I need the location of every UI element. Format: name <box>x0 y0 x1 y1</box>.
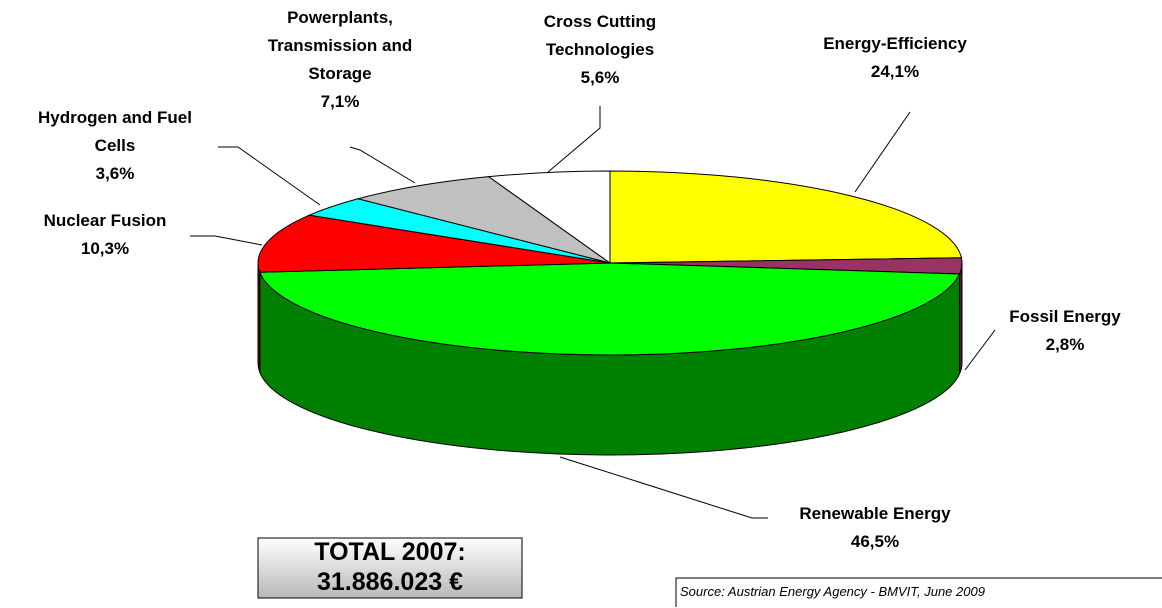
category-name: Powerplants, Transmission and Storage <box>267 8 413 83</box>
leader-line <box>559 456 768 519</box>
slice-label: Renewable Energy 46,5% <box>765 500 985 556</box>
total-value: 31.886.023 € <box>317 568 463 596</box>
slice <box>257 214 611 273</box>
slice <box>487 170 611 264</box>
slice-label: Fossil Energy 2,8% <box>965 303 1162 359</box>
slice-label: Energy-Efficiency 24,1% <box>795 30 995 86</box>
source: Source: Austrian Energy Agency - BMVIT, … <box>680 584 985 599</box>
slice <box>609 170 963 264</box>
category-name: Renewable Energy <box>799 504 951 523</box>
pie-tops <box>257 170 963 356</box>
leader-line <box>854 111 911 193</box>
slice <box>259 262 961 356</box>
slice-side <box>257 262 261 373</box>
slice-label: Powerplants, Transmission and Storage 7,1… <box>245 4 435 116</box>
value-label: 46,5% <box>850 532 900 551</box>
leader-line <box>547 106 601 173</box>
pie <box>257 170 963 456</box>
value-label: 2,8% <box>1045 335 1085 354</box>
slice-label: Hydrogen and Fuel Cells 3,6% <box>30 104 200 188</box>
leader-line <box>964 329 996 371</box>
source-box <box>675 577 1162 607</box>
leader-line <box>190 235 263 246</box>
leader-line <box>349 146 416 184</box>
category-name: Cross Cutting Technologies <box>543 12 657 59</box>
slice-label: Cross Cutting Technologies 5,6% <box>520 8 680 92</box>
value-label: 10,3% <box>80 239 130 258</box>
category-name: Energy-Efficiency <box>823 34 967 53</box>
total-label: TOTAL 2007: <box>314 538 465 566</box>
leader-line <box>218 146 321 206</box>
total-box <box>257 537 523 599</box>
category-name: Fossil Energy <box>1009 307 1121 326</box>
value-label: 7,1% <box>320 92 360 111</box>
slice-label: Nuclear Fusion 10,3% <box>5 207 205 263</box>
value-label: 5,6% <box>580 68 620 87</box>
category-name: Nuclear Fusion <box>43 211 167 230</box>
category-name: Hydrogen and Fuel Cells <box>38 108 192 155</box>
value-label: 24,1% <box>870 62 920 81</box>
slice <box>356 176 611 264</box>
value-label: 3,6% <box>95 164 135 183</box>
